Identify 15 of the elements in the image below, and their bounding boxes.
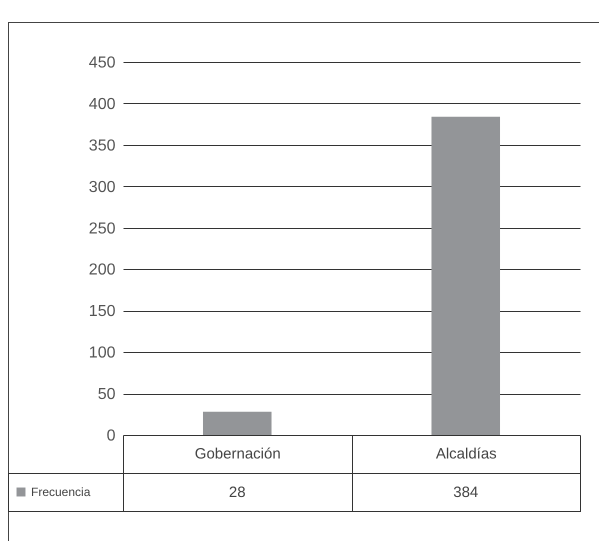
y-tick-label: 400 [88, 96, 116, 113]
y-tick-label: 200 [88, 262, 116, 279]
y-tick-label: 0 [106, 428, 116, 444]
y-tick-label: 450 [88, 54, 116, 72]
x-tick-label: Alcaldías [436, 446, 497, 462]
x-tick-label: Gobernación [194, 446, 281, 462]
y-tick-label: 300 [88, 178, 116, 196]
data-label: 28 [228, 484, 246, 501]
y-tick-label: 150 [88, 303, 116, 320]
y-tick-label: 50 [98, 386, 116, 404]
y-tick-label: 100 [88, 344, 116, 362]
legend-label: Frecuencia [31, 485, 91, 499]
y-tick-label: 250 [88, 220, 116, 238]
y-tick-label: 350 [88, 137, 116, 154]
data-label: 384 [453, 484, 478, 501]
